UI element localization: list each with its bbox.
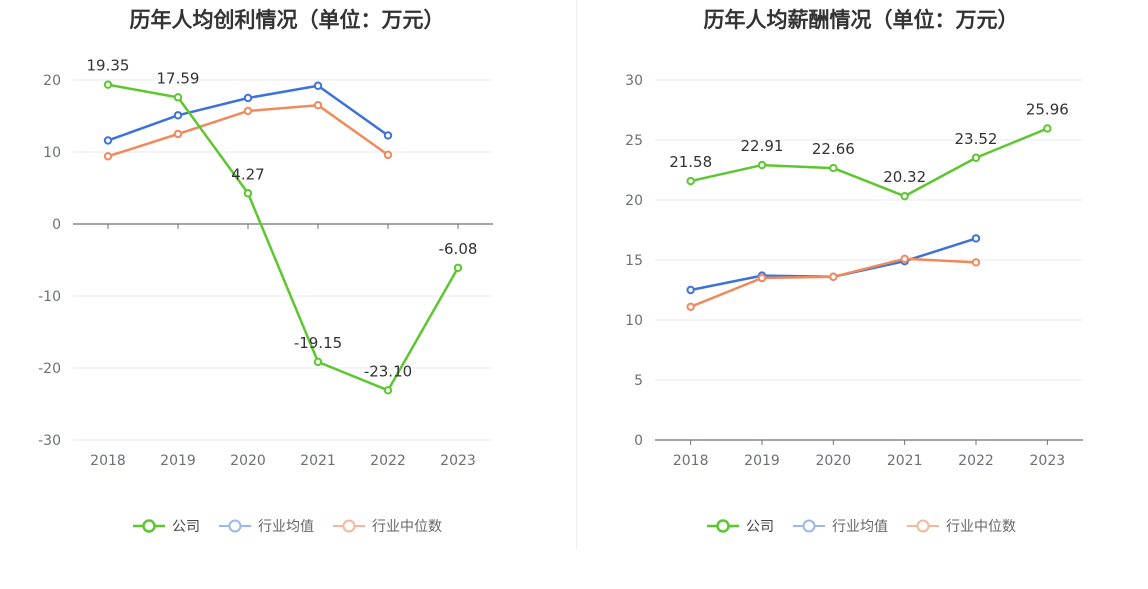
y-tick-label: 0 [634, 433, 643, 449]
data-point [971, 234, 981, 243]
data-point [383, 386, 393, 395]
data-point [313, 101, 323, 110]
data-label: -19.15 [294, 334, 342, 352]
legend-line-marker-icon [133, 519, 165, 533]
x-tick-label: 2023 [440, 453, 476, 469]
legend-line-marker-icon [707, 519, 739, 533]
y-tick-label: 20 [43, 73, 61, 89]
data-point [243, 106, 253, 116]
x-tick-label: 2019 [744, 453, 780, 469]
x-tick-label: 2018 [673, 453, 709, 469]
legend-label: 公司 [746, 519, 774, 535]
y-tick-label: -20 [38, 361, 61, 377]
data-point [243, 93, 253, 103]
x-tick-label: 2018 [90, 453, 126, 469]
data-point [829, 272, 838, 281]
data-point [900, 254, 909, 263]
data-point [173, 111, 183, 120]
data-point [103, 80, 113, 89]
chart-panel-profit: 历年人均创利情况（单位：万元） 20 10 0 -10 -20 -30 2018 2019 20… [0, 8, 574, 536]
series-line [690, 237, 977, 292]
series-line [690, 127, 1048, 198]
data-point [313, 81, 323, 90]
data-label: 22.91 [741, 137, 784, 155]
data-point [829, 163, 838, 173]
legend-label: 行业均值 [832, 519, 888, 535]
y-tick-label: 25 [625, 133, 643, 149]
x-tick-label: 2019 [160, 453, 196, 469]
chart-title: 历年人均创利情况（单位：万元） [129, 8, 445, 32]
data-point [243, 189, 253, 198]
series-line [690, 257, 977, 308]
y-tick-label: 20 [625, 193, 643, 209]
data-label: 23.52 [955, 130, 998, 148]
legend-label: 公司 [172, 519, 200, 535]
line-chart-profit: 20 10 0 -10 -20 -30 2018 2019 2020 2021 2022 2023 19… [38, 57, 493, 469]
legend-line-marker-icon [907, 519, 939, 533]
legend: 公司 行业均值 行业中位数 [0, 516, 574, 536]
data-point [103, 152, 113, 161]
data-point [971, 258, 981, 267]
x-tick-label: 2022 [370, 453, 406, 469]
chart-title: 历年人均薪酬情况（单位：万元） [703, 8, 1019, 32]
data-point [900, 191, 909, 201]
y-tick-label: 0 [52, 217, 61, 233]
data-point [757, 273, 767, 283]
data-point [971, 153, 981, 162]
y-tick-label: 10 [625, 313, 643, 329]
x-tick-label: 2020 [230, 453, 266, 469]
legend: 公司 行业均值 行业中位数 [574, 516, 1148, 536]
data-point [313, 357, 323, 367]
x-tick-label: 2023 [1030, 453, 1066, 469]
legend-line-marker-icon [219, 519, 251, 533]
y-tick-label: 30 [625, 73, 643, 89]
data-point [686, 176, 695, 186]
legend-line-marker-icon [793, 519, 825, 533]
data-point [686, 285, 695, 295]
legend-item-company[interactable]: 公司 [132, 516, 200, 536]
y-tick-label: -30 [38, 433, 61, 449]
y-tick-label: 5 [634, 373, 643, 389]
y-tick-label: 10 [43, 145, 61, 161]
panel-divider [576, 0, 577, 550]
x-tick-label: 2021 [300, 453, 336, 469]
x-tick-label: 2022 [958, 453, 994, 469]
data-label: 21.58 [669, 153, 712, 171]
x-tick-label: 2020 [816, 453, 852, 469]
data-label: -6.08 [439, 240, 478, 258]
data-point [686, 302, 695, 311]
legend-item-industry-avg[interactable]: 行业均值 [218, 516, 314, 536]
legend-label: 行业均值 [258, 519, 314, 535]
data-point [453, 263, 463, 272]
data-label: 22.66 [812, 140, 855, 158]
legend-line-marker-icon [333, 519, 365, 533]
data-point [757, 160, 767, 170]
y-tick-label: -10 [38, 289, 61, 305]
line-chart-salary: 30 25 20 15 10 5 0 2018 2019 2020 2021 2022 2023 21.5… [625, 73, 1083, 469]
chart-panel-salary: 历年人均薪酬情况（单位：万元） 30 25 20 15 10 5 0 2018 2019 2020… [574, 0, 1148, 589]
legend-label: 行业中位数 [372, 519, 442, 535]
data-point [383, 150, 393, 160]
data-point [173, 129, 183, 139]
data-label: 17.59 [157, 69, 200, 87]
legend-item-industry-median[interactable]: 行业中位数 [332, 516, 442, 536]
legend-item-industry-median[interactable]: 行业中位数 [906, 516, 1016, 536]
legend-item-company[interactable]: 公司 [706, 516, 774, 536]
data-label: 19.35 [87, 57, 130, 75]
x-tick-label: 2021 [887, 453, 923, 469]
y-tick-label: 15 [625, 253, 643, 269]
data-label: 4.27 [231, 165, 264, 183]
data-label: 25.96 [1026, 100, 1069, 118]
legend-label: 行业中位数 [946, 519, 1016, 535]
legend-item-industry-avg[interactable]: 行业均值 [792, 516, 888, 536]
data-label: 20.32 [883, 168, 926, 186]
data-point [1043, 124, 1052, 133]
data-label: -23.10 [364, 362, 412, 380]
data-point [173, 93, 183, 102]
series-line [107, 83, 460, 392]
data-point [383, 131, 393, 140]
data-point [103, 136, 113, 145]
